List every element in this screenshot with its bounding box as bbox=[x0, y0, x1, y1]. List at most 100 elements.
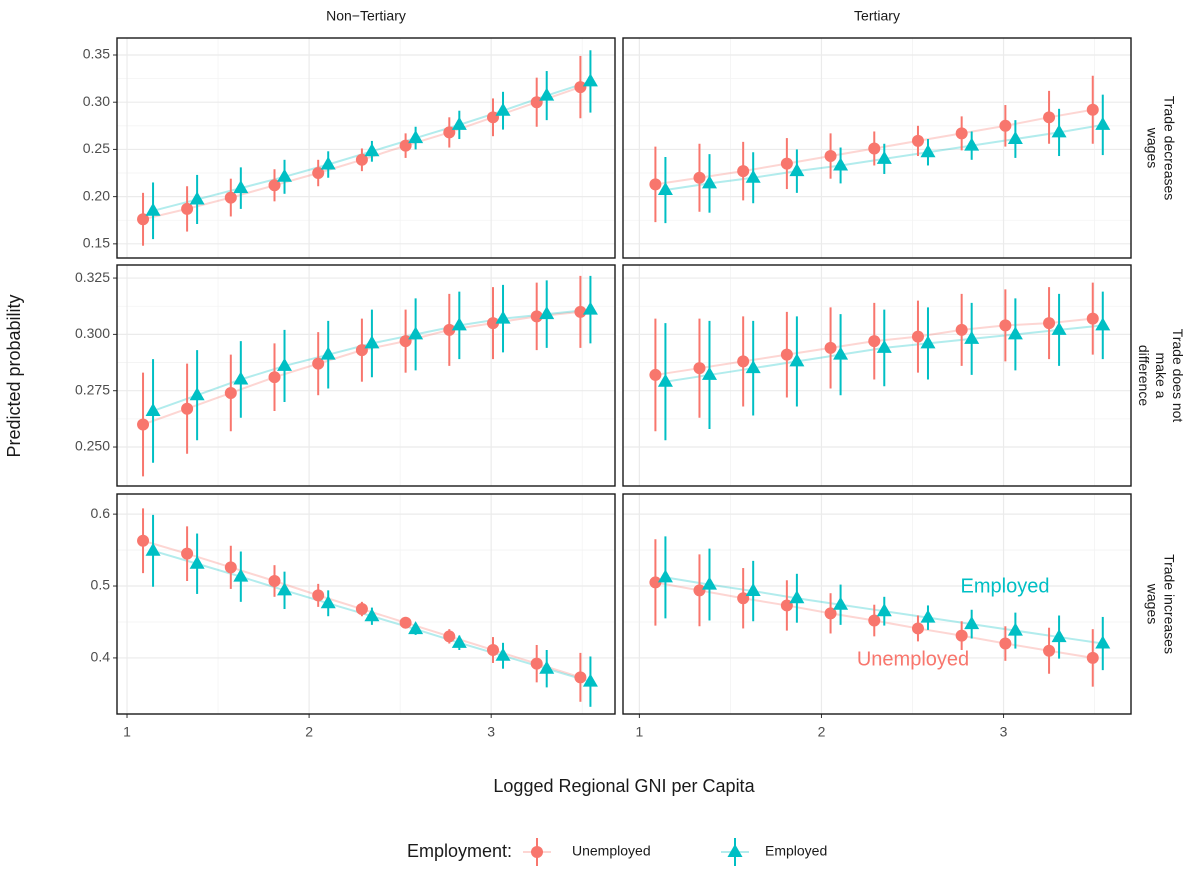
panel: 0.4 0.5 0.6 1 2 3 bbox=[91, 493, 616, 740]
point bbox=[833, 346, 849, 360]
y-tick-label: 0.5 bbox=[91, 577, 111, 593]
point bbox=[964, 616, 980, 630]
x-tick-label: 1 bbox=[635, 724, 643, 740]
panel: 0.250 0.275 0.300 0.325 bbox=[75, 264, 616, 487]
point bbox=[443, 323, 456, 336]
point bbox=[824, 607, 837, 620]
point bbox=[408, 621, 424, 635]
point bbox=[530, 310, 543, 323]
point bbox=[233, 371, 249, 385]
point bbox=[487, 111, 500, 124]
point bbox=[320, 346, 336, 360]
point bbox=[833, 596, 849, 610]
point bbox=[876, 150, 892, 164]
point bbox=[1007, 131, 1023, 145]
point bbox=[277, 168, 293, 182]
panel: 0.15 0.20 0.25 0.30 0.35 bbox=[83, 37, 616, 259]
point bbox=[233, 180, 249, 194]
point bbox=[268, 574, 281, 587]
point bbox=[737, 355, 750, 368]
point bbox=[277, 582, 293, 596]
point bbox=[876, 339, 892, 353]
y-tick-label: 0.6 bbox=[91, 505, 111, 521]
row-strip: Trade does notmake adifference bbox=[1136, 329, 1183, 423]
point bbox=[964, 137, 980, 151]
annotation: Employed bbox=[961, 575, 1050, 597]
x-tick-label: 3 bbox=[1000, 724, 1008, 740]
point bbox=[277, 357, 293, 371]
point bbox=[364, 608, 380, 622]
y-tick-label: 0.325 bbox=[75, 269, 110, 285]
panel-background bbox=[623, 494, 1131, 714]
point bbox=[920, 144, 936, 158]
legend-title: Employment: bbox=[407, 841, 512, 861]
point bbox=[582, 73, 598, 87]
point bbox=[268, 371, 281, 384]
point bbox=[824, 341, 837, 354]
point bbox=[745, 583, 761, 597]
point bbox=[145, 542, 161, 556]
point bbox=[657, 182, 673, 196]
point bbox=[582, 301, 598, 315]
y-axis-title: Predicted probability bbox=[4, 294, 24, 457]
point bbox=[312, 589, 325, 602]
y-tick-label: 0.15 bbox=[83, 235, 110, 251]
point bbox=[1086, 651, 1099, 664]
x-tick-label: 2 bbox=[305, 724, 313, 740]
point bbox=[145, 402, 161, 416]
point bbox=[737, 165, 750, 178]
point bbox=[1051, 124, 1067, 138]
point bbox=[312, 167, 325, 180]
point bbox=[911, 330, 924, 343]
y-tick-label: 0.300 bbox=[75, 325, 110, 341]
point bbox=[1051, 321, 1067, 335]
column-strip: Non−Tertiary bbox=[326, 8, 406, 24]
point bbox=[574, 671, 587, 684]
point bbox=[224, 561, 237, 574]
point bbox=[451, 116, 467, 130]
point bbox=[1051, 629, 1067, 643]
point bbox=[657, 569, 673, 583]
panel-background bbox=[117, 265, 615, 486]
point bbox=[868, 614, 881, 627]
point bbox=[224, 191, 237, 204]
point bbox=[649, 178, 662, 191]
legend-label: Employed bbox=[765, 843, 827, 859]
point bbox=[789, 163, 805, 177]
y-tick-label: 0.25 bbox=[83, 140, 110, 156]
row-strip: Trade increaseswages bbox=[1145, 554, 1178, 654]
point bbox=[451, 634, 467, 648]
point bbox=[964, 330, 980, 344]
point bbox=[701, 576, 717, 590]
point bbox=[701, 366, 717, 380]
panel-border bbox=[622, 37, 1132, 259]
point bbox=[145, 202, 161, 216]
point bbox=[364, 143, 380, 157]
point bbox=[137, 534, 150, 547]
point bbox=[399, 335, 412, 348]
point bbox=[780, 348, 793, 361]
point bbox=[824, 150, 837, 163]
point bbox=[189, 387, 205, 401]
row-strip: Trade decreaseswages bbox=[1145, 96, 1178, 201]
point bbox=[181, 202, 194, 215]
point bbox=[1095, 116, 1111, 130]
point bbox=[868, 335, 881, 348]
point bbox=[1095, 635, 1111, 649]
point bbox=[955, 629, 968, 642]
point bbox=[999, 319, 1012, 332]
point bbox=[1095, 317, 1111, 331]
y-tick-label: 0.250 bbox=[75, 438, 110, 454]
point bbox=[833, 157, 849, 171]
point bbox=[320, 156, 336, 170]
x-axis-title: Logged Regional GNI per Capita bbox=[493, 776, 755, 796]
point bbox=[539, 87, 555, 101]
point bbox=[137, 418, 150, 431]
x-tick-label: 3 bbox=[487, 724, 495, 740]
point bbox=[408, 326, 424, 340]
point bbox=[487, 317, 500, 330]
x-tick-label: 1 bbox=[123, 724, 131, 740]
x-tick-label: 2 bbox=[818, 724, 826, 740]
point bbox=[649, 576, 662, 589]
point bbox=[780, 157, 793, 170]
